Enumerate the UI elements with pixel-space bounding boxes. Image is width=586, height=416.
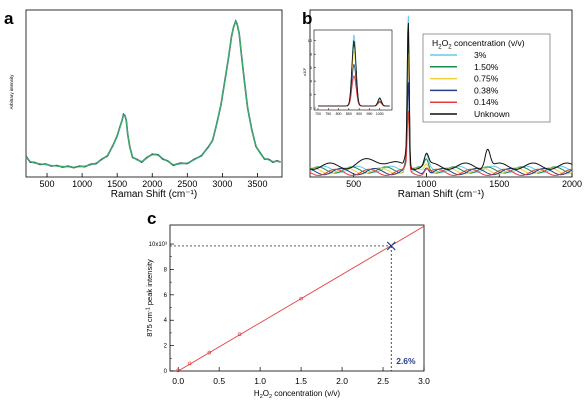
inset-x-tick-label: 950 [367,112,373,116]
b-x-tick-label: 1000 [416,179,436,189]
b-series-line [309,36,572,174]
c-x-tick-label: 0.0 [172,376,184,386]
c-y-tick-label: 2 [164,344,168,350]
inset-series-line [318,39,390,107]
a-x-tick-label: 3000 [212,179,232,189]
inset-x-tick-label: 900 [356,112,362,116]
legend-label: 0.38% [474,85,499,95]
panel-label-c: c [147,209,156,228]
inset-y-tick-label: 8 [310,53,312,57]
b-series-line [309,110,573,176]
inset-y-tick-label: 6 [310,66,312,70]
inset-y-exponent: x10³ [302,67,307,75]
c-x-tick-label: 3.0 [418,376,430,386]
inset-ticks: 700 750 800 850 900 950 1000 0 2 4 6 8 10 [308,39,384,116]
inset-lines [318,33,390,107]
inset-x-tick-label: 1000 [376,112,384,116]
panel-c-ylabel: 875 cm-1 peak intensity [145,259,154,337]
a-x-tick-label: 1000 [72,179,92,189]
b-x-tick-label: 1500 [489,179,509,189]
b-x-tick-label: 500 [346,179,361,189]
panel-b: Raman Shift (cm⁻¹) 500 1000 1500 2000 x10³ … [302,9,582,200]
a-raw-line [25,19,281,169]
c-unknown-marker-b [386,241,396,251]
inset-y-tick-label: 4 [310,80,312,84]
legend-label: 1.50% [474,62,499,72]
panel-b-inset: x10³ 700 750 800 850 900 950 1000 0 2 4 6 8 10 [302,29,393,116]
panel-c-marks: 2.6% [170,225,425,373]
a-x-tick-label: 2500 [177,179,197,189]
panel-a-lines [25,19,281,169]
c-fit-line [177,225,425,372]
panel-a-frame [25,9,283,178]
panel-a-ylabel: Arbitrary intensity [9,74,14,110]
c-x-tick-label: 1.0 [254,376,266,386]
inset-x-tick-label: 700 [315,112,321,116]
panel-b-legend: H2O2 concentration (v/v) 3% 1.50% 0.75%0.3… [422,33,551,123]
c-y-tick-label: 4 [164,318,168,324]
panel-c: 875 cm-1 peak intensity H2O2 concentrati… [145,224,431,400]
c-x-tick-label: 2.0 [336,376,348,386]
inset-x-tick-label: 850 [346,112,352,116]
c-x-tick-label: 0.5 [213,376,225,386]
panel-c-ticks: 0.0 0.5 1.0 1.5 2.0 2.5 3.0 0 2 4 6 8 10x10³ [149,242,431,386]
c-data-point [237,332,242,336]
b-x-tick-label: 2000 [562,179,582,189]
legend-title: H2O2 concentration (v/v) [432,38,525,51]
c-x-tick-label: 1.5 [295,376,307,386]
panel-a-xlabel: Raman Shift (cm⁻¹) [111,189,197,200]
a-x-tick-label: 3500 [247,179,267,189]
panel-b-ticks: 500 1000 1500 2000 [346,173,582,189]
inset-x-tick-label: 750 [325,112,331,116]
inset-y-tick-label: 2 [310,93,312,97]
legend-items: 3% 1.50% 0.75%0.38% 0.14% Unknown [430,50,510,119]
a-x-tick-label: 1500 [107,179,127,189]
panel-b-lines [309,15,573,176]
a-x-tick-label: 2000 [142,179,162,189]
panel-b-xlabel: Raman Shift (cm⁻¹) [398,189,484,200]
panel-c-xlabel: H2O2 concentration (v/v) [254,389,341,400]
panel-b-frame [309,9,573,178]
c-data-point [207,350,212,355]
c-data-point [187,361,192,366]
legend-label: 0.75% [474,74,499,84]
panel-a-ticks: 500 1000 1500 2000 2500 3000 3500 [40,173,267,189]
c-x-tick-label: 2.5 [377,376,389,386]
panel-label-a: a [4,9,14,28]
a-fit-line [25,20,281,168]
legend-label: Unknown [474,109,510,119]
inset-x-tick-label: 800 [336,112,342,116]
a-x-tick-label: 500 [40,179,55,189]
c-y-tick-label: 0 [164,369,168,375]
panel-label-b: b [302,9,312,28]
panel-c-frame [169,224,425,372]
c-data-point [176,368,180,373]
panel-a: Arbitrary intensity Raman Shift (cm⁻¹) 5… [9,9,283,200]
b-series-line [309,82,573,176]
c-y-tick-top-label: 10x10³ [149,242,167,248]
legend-label: 0.14% [474,97,499,107]
inset-y-tick-label: 10 [308,39,312,43]
inset-y-tick-label: 0 [310,107,312,111]
c-unknown-label: 2.6% [396,356,416,366]
c-y-tick-label: 6 [164,293,168,299]
c-data-point [299,296,303,301]
legend-label: 3% [474,50,487,60]
c-y-tick-label: 8 [164,267,168,273]
b-series-line [309,22,573,170]
